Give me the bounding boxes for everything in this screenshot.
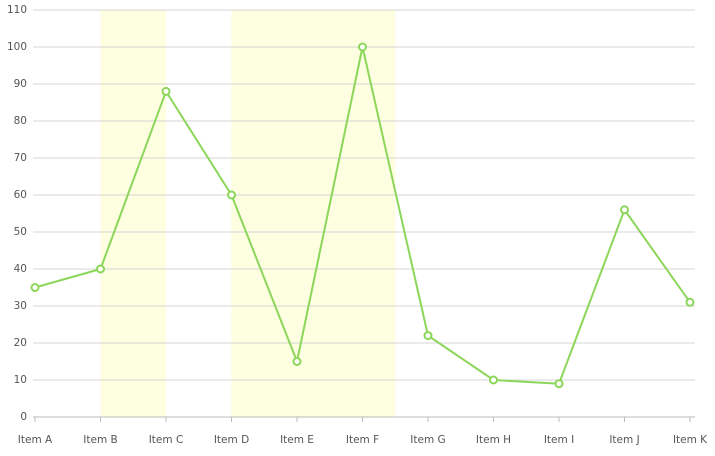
y-tick-label: 80 (14, 115, 27, 127)
point (30, 283, 40, 292)
y-tick-label: 30 (14, 300, 27, 312)
y-tick-label: 50 (14, 226, 27, 238)
x-tick-label: Item B (83, 434, 117, 446)
point (292, 357, 302, 366)
highlight-band (100, 10, 166, 417)
x-tick-label: Item K (673, 434, 708, 446)
y-tick-label: 10 (14, 374, 27, 386)
x-tick-label: Item D (214, 434, 249, 446)
x-tick-label: Item F (346, 434, 379, 446)
point (554, 379, 564, 389)
y-tick-label: 70 (14, 152, 27, 164)
y-tick-label: 60 (14, 189, 27, 201)
y-tick-label: 0 (20, 411, 27, 423)
highlight-band (231, 10, 396, 417)
x-tick-label: Item G (410, 434, 445, 446)
point (358, 42, 367, 52)
y-tick-label: 110 (7, 4, 27, 16)
point (423, 331, 433, 341)
x-tick-label: Item I (544, 434, 574, 446)
point (685, 297, 695, 307)
y-tick-label: 40 (14, 263, 27, 275)
y-tick-label: 90 (14, 78, 27, 90)
x-tick-label: Item H (476, 434, 511, 446)
x-tick-label: Item C (149, 434, 184, 446)
x-tick-label: Item A (18, 434, 53, 446)
y-tick-label: 20 (14, 337, 27, 349)
x-tick-label: Item J (609, 434, 639, 446)
point (227, 190, 236, 200)
point (620, 205, 629, 215)
x-tick-label: Item E (280, 434, 314, 446)
point (96, 264, 105, 274)
point (489, 375, 498, 385)
y-tick-label: 100 (7, 41, 27, 53)
point (161, 86, 171, 96)
